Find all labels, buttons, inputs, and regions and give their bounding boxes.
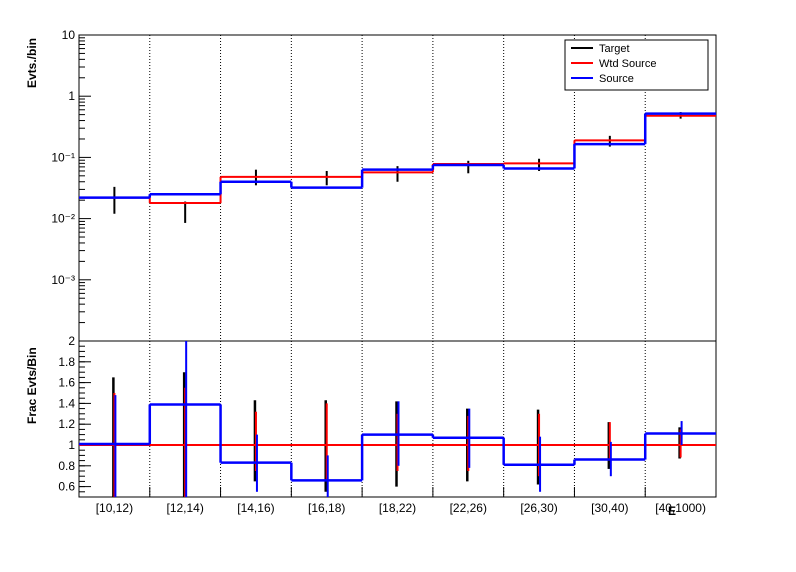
bottom-y-tick-label: 2 bbox=[68, 334, 75, 348]
x-tick-label: [12,14) bbox=[166, 501, 203, 515]
top-y-tick-label: 10⁻² bbox=[51, 212, 75, 226]
top-y-tick-label: 10⁻¹ bbox=[51, 150, 75, 164]
legend-entry: Wtd Source bbox=[599, 58, 656, 70]
x-tick-label: [26,30) bbox=[520, 501, 557, 515]
bottom-y-tick-label: 1.6 bbox=[58, 376, 75, 390]
bottom-y-tick-label: 0.6 bbox=[58, 480, 75, 494]
x-axis-label: E bbox=[668, 504, 676, 518]
bottom-y-tick-label: 1.4 bbox=[58, 396, 75, 410]
bottom-y-tick-label: 1.2 bbox=[58, 417, 75, 431]
bottom-y-tick-label: 1 bbox=[68, 438, 75, 452]
top-y-tick-label: 1 bbox=[68, 89, 75, 103]
x-tick-label: [16,18) bbox=[308, 501, 345, 515]
legend-entry: Source bbox=[599, 73, 634, 85]
x-tick-label: [10,12) bbox=[96, 501, 133, 515]
bottom-y-tick-label: 0.8 bbox=[58, 459, 75, 473]
x-tick-label: [30,40) bbox=[591, 501, 628, 515]
x-tick-label: [40,1000) bbox=[655, 501, 706, 515]
top-y-axis-label: Evts./bin bbox=[25, 38, 39, 88]
top-y-tick-label: 10⁻³ bbox=[51, 273, 75, 287]
top-y-tick-label: 10 bbox=[62, 28, 76, 42]
x-tick-label: [18,22) bbox=[379, 501, 416, 515]
x-tick-label: [14,16) bbox=[237, 501, 274, 515]
x-tick-label: [22,26) bbox=[450, 501, 487, 515]
legend-entry: Target bbox=[599, 43, 630, 55]
bottom-y-tick-label: 1.8 bbox=[58, 355, 75, 369]
bottom-y-axis-label: Frac Evts/Bin bbox=[25, 347, 39, 424]
